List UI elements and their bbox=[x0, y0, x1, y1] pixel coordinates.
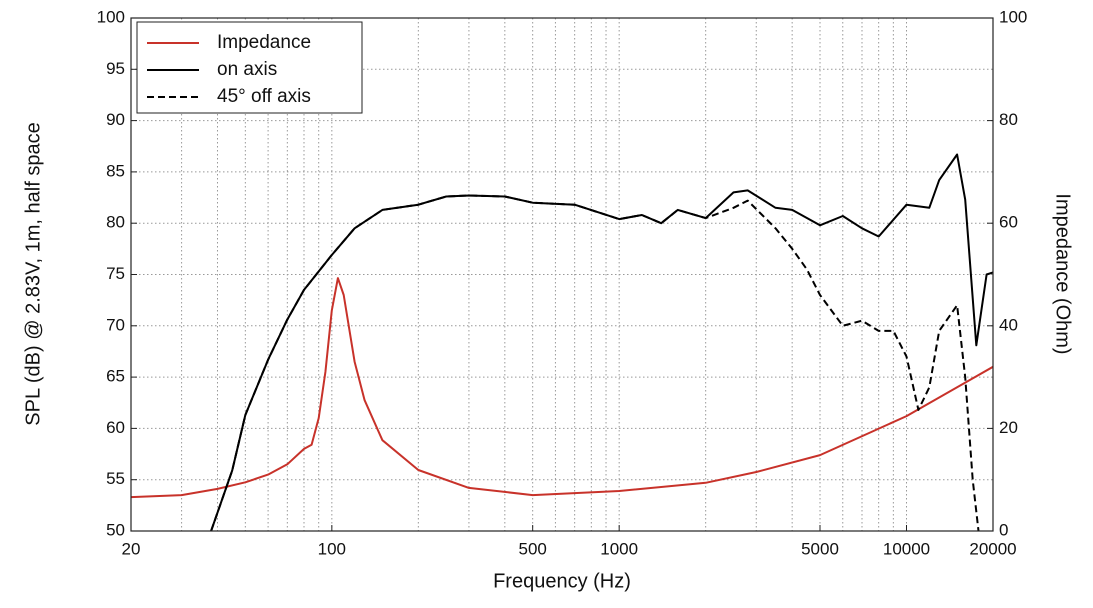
x-tick-label: 1000 bbox=[600, 539, 638, 558]
y-tick-label: 50 bbox=[106, 520, 125, 539]
y-axis-label: SPL (dB) @ 2.83V, 1m, half space bbox=[22, 122, 44, 425]
x-tick-label: 500 bbox=[518, 539, 546, 558]
x-tick-label: 20 bbox=[122, 539, 141, 558]
legend-label: on axis bbox=[217, 59, 277, 80]
x-tick-label: 10000 bbox=[883, 539, 930, 558]
y2-tick-label: 100 bbox=[999, 7, 1027, 26]
x-tick-label: 5000 bbox=[801, 539, 839, 558]
y-tick-label: 70 bbox=[106, 315, 125, 334]
y2-tick-label: 80 bbox=[999, 110, 1018, 129]
y-tick-label: 55 bbox=[106, 469, 125, 488]
y-tick-label: 60 bbox=[106, 418, 125, 437]
y-tick-label: 95 bbox=[106, 59, 125, 78]
x-tick-label: 20000 bbox=[969, 539, 1016, 558]
y-tick-label: 100 bbox=[97, 7, 125, 26]
series-line bbox=[210, 153, 993, 531]
x-tick-label: 100 bbox=[318, 539, 346, 558]
y-tick-label: 90 bbox=[106, 110, 125, 129]
y-tick-label: 65 bbox=[106, 367, 125, 386]
y2-tick-label: 0 bbox=[999, 520, 1008, 539]
series-line bbox=[131, 277, 993, 499]
y-tick-label: 85 bbox=[106, 161, 125, 180]
y-tick-label: 75 bbox=[106, 264, 125, 283]
plot-frame bbox=[130, 17, 994, 532]
series-line bbox=[210, 194, 980, 531]
x-axis-label: Frequency (Hz) bbox=[493, 570, 631, 592]
y2-tick-label: 60 bbox=[999, 213, 1018, 232]
y2-axis-label: Impedance (Ohm) bbox=[1052, 193, 1074, 354]
legend-label: Impedance bbox=[217, 32, 311, 53]
y2-tick-label: 40 bbox=[999, 315, 1018, 334]
y2-tick-label: 20 bbox=[999, 418, 1018, 437]
y-tick-label: 80 bbox=[106, 213, 125, 232]
legend-label: 45° off axis bbox=[217, 86, 311, 107]
